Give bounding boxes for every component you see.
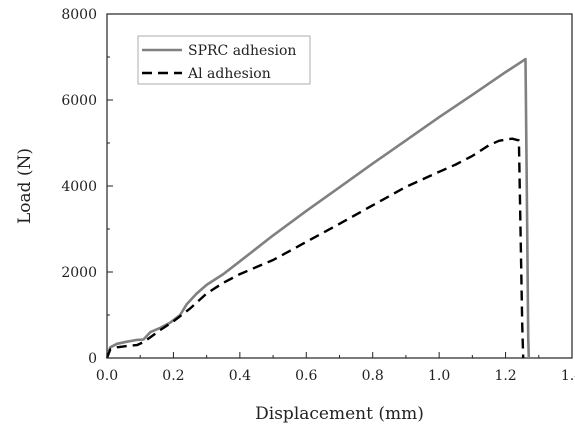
- legend-box: [137, 35, 311, 85]
- x-tick-label: 0.4: [229, 368, 251, 384]
- series-line-sprc: [105, 57, 531, 359]
- legend-label-sprc: SPRC adhesion: [188, 43, 296, 59]
- y-tick-label: 6000: [61, 93, 97, 109]
- legend: SPRC adhesion Al adhesion: [137, 35, 311, 85]
- x-tick-label: 0.0: [96, 368, 118, 384]
- y-axis-title: Load (N): [15, 148, 35, 224]
- x-tick-label: 1.4: [561, 368, 575, 384]
- series-line-al: [105, 137, 525, 359]
- x-tick-label: 1.2: [494, 368, 516, 384]
- y-tick-label: 4000: [61, 179, 97, 195]
- y-tick-label: 2000: [61, 265, 97, 281]
- x-tick-label: 0.2: [162, 368, 184, 384]
- legend-label-al: Al adhesion: [187, 66, 271, 82]
- y-tick-label: 0: [88, 351, 97, 367]
- x-tick-label: 0.6: [295, 368, 317, 384]
- x-tick-label: 1.0: [428, 368, 450, 384]
- x-tick-label: 0.8: [362, 368, 384, 384]
- series-layer: [105, 57, 531, 359]
- y-tick-label: 8000: [61, 7, 97, 23]
- x-axis-title: Displacement (mm): [255, 404, 424, 424]
- axes-layer: 0.0 0.2 0.4 0.6 0.8 1.0 1.2 1.4 0 2000 4000 6000 800…: [61, 7, 575, 384]
